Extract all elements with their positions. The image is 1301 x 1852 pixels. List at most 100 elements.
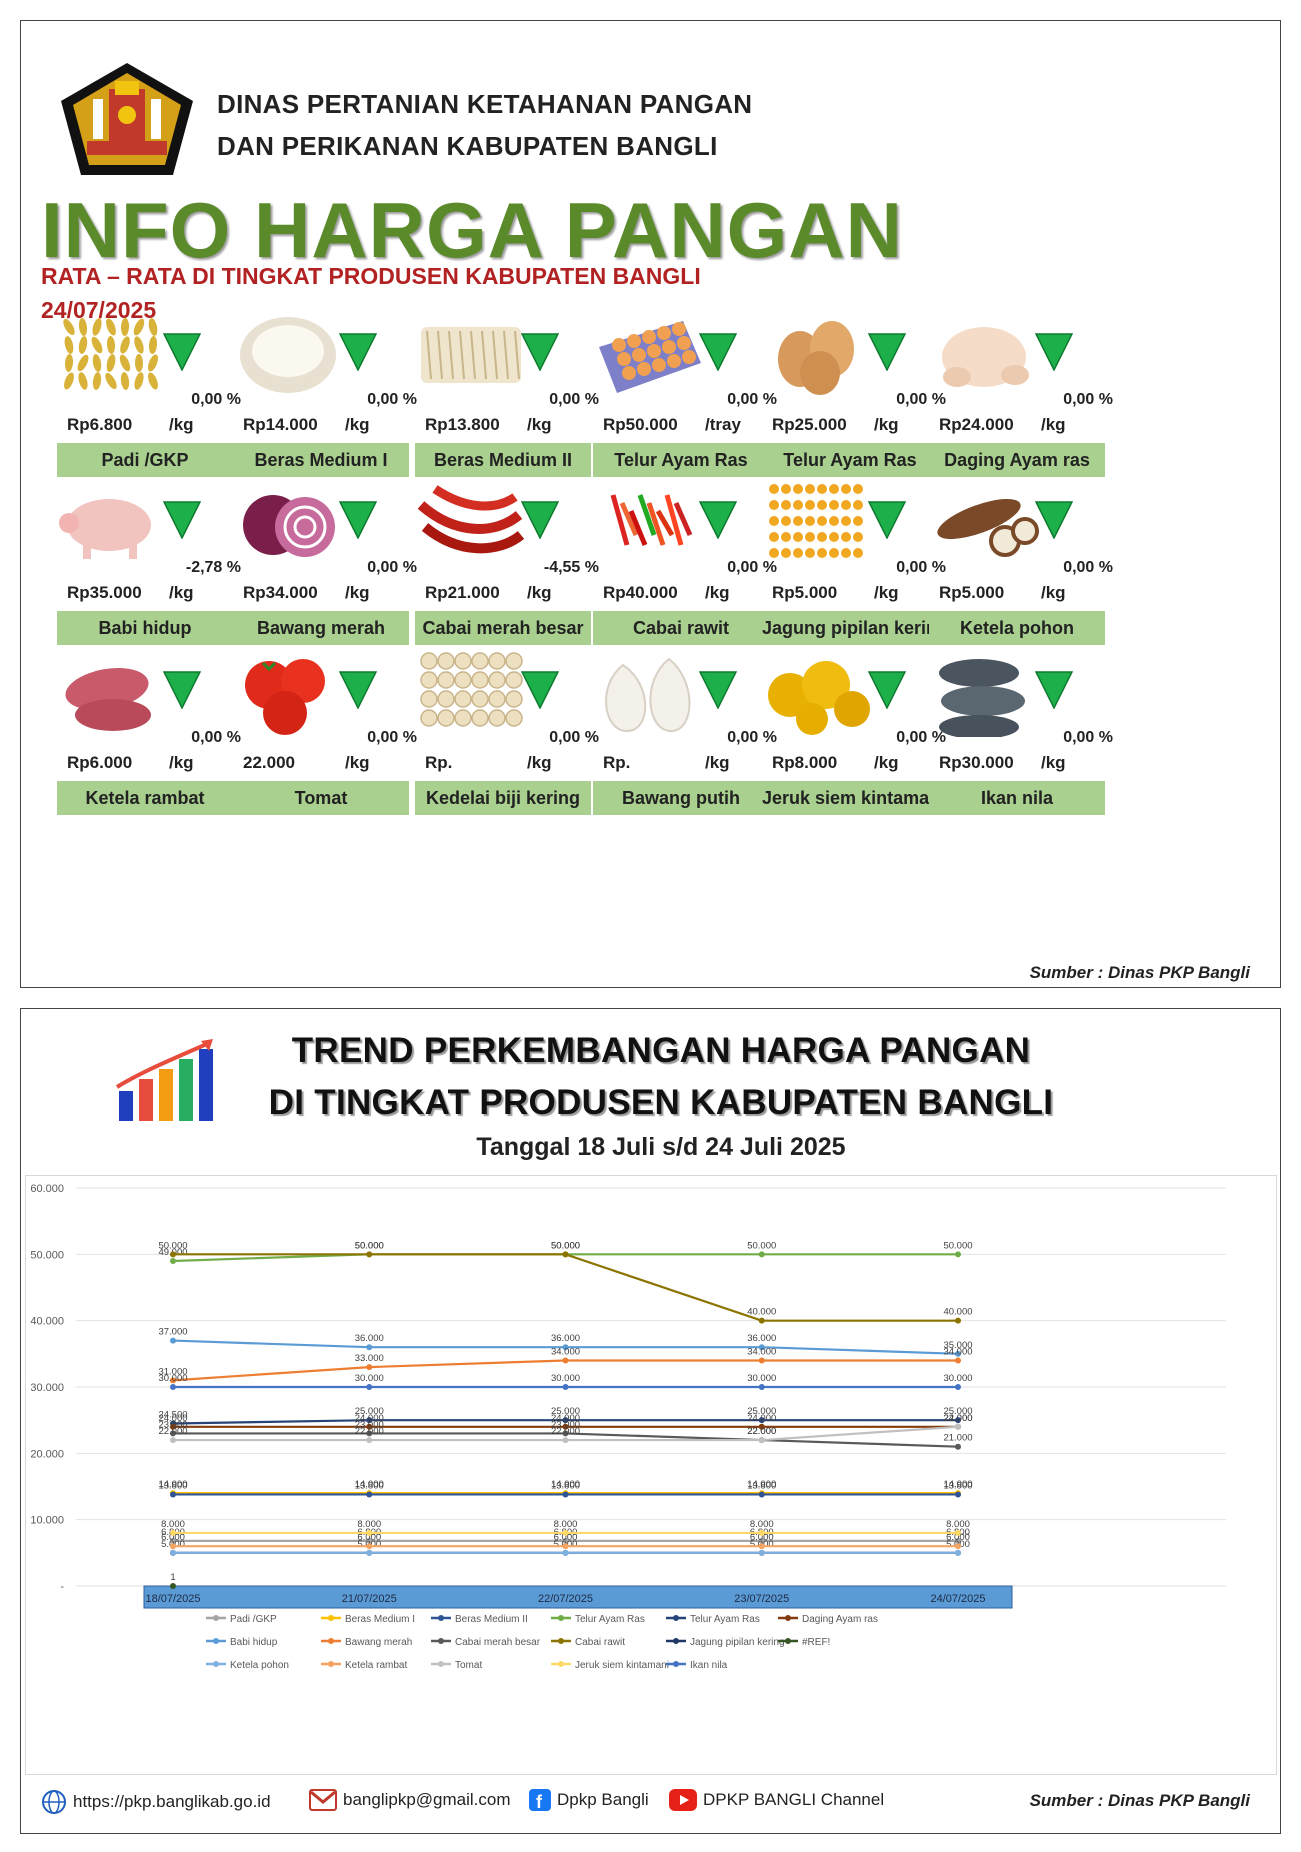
x-tick-label: 21/07/2025 bbox=[342, 1593, 397, 1605]
data-label: 22.000 bbox=[355, 1426, 384, 1437]
commodity-name: Babi hidup bbox=[57, 611, 233, 645]
commodity-name: Jagung pipilan kering bbox=[762, 611, 938, 645]
gmail-icon bbox=[309, 1789, 337, 1811]
legend-entry: Ketela rambat bbox=[345, 1660, 407, 1671]
commodity-card: 0,00 % Rp5.000/kg Jagung pipilan kering bbox=[762, 475, 958, 675]
data-label: 13.800 bbox=[355, 1480, 384, 1491]
footer-website[interactable]: https://pkp.banglikab.go.id bbox=[41, 1789, 271, 1815]
commodity-unit: /kg bbox=[527, 583, 552, 602]
legend-entry: Jagung pipilan kering bbox=[690, 1637, 785, 1648]
commodity-name: Ikan nila bbox=[929, 781, 1105, 815]
commodity-unit: /kg bbox=[169, 583, 194, 602]
commodity-card: 0,00 % Rp6.800/kg Padi /GKP bbox=[57, 307, 253, 507]
youtube-channel[interactable]: DPKP BANGLI Channel bbox=[703, 1790, 885, 1809]
commodity-unit: /kg bbox=[345, 753, 370, 772]
egg-icon bbox=[778, 321, 854, 395]
commodity-price: Rp14.000 bbox=[243, 415, 318, 434]
data-label: 50.000 bbox=[551, 1240, 580, 1251]
price-change-percent: 0,00 % bbox=[191, 729, 241, 746]
commodity-unit: /kg bbox=[1041, 415, 1066, 434]
data-label: 24.000 bbox=[551, 1413, 580, 1424]
data-point bbox=[170, 1491, 176, 1498]
legend-entry: Beras Medium I bbox=[345, 1614, 415, 1625]
data-label: 8.000 bbox=[161, 1519, 185, 1530]
info-panel: DINAS PERTANIAN KETAHANAN PANGAN DAN PER… bbox=[20, 20, 1281, 988]
footer-facebook[interactable]: f Dpkp Bangli bbox=[529, 1789, 649, 1811]
data-point bbox=[955, 1549, 961, 1556]
legend-entry: Daging Ayam ras bbox=[802, 1614, 878, 1625]
data-label: 1 bbox=[170, 1572, 175, 1583]
commodity-name: Daging Ayam ras bbox=[929, 443, 1105, 477]
commodity-price: Rp34.000 bbox=[243, 583, 318, 602]
data-point bbox=[562, 1549, 569, 1556]
data-point bbox=[955, 1529, 961, 1536]
y-tick-label: 50.000 bbox=[30, 1249, 64, 1261]
y-tick-label: - bbox=[60, 1581, 64, 1593]
data-label: 25.000 bbox=[551, 1406, 580, 1417]
rice-sack-icon bbox=[421, 327, 521, 383]
data-label: 40.000 bbox=[943, 1307, 972, 1318]
commodity-card: 0,00 % Rp8.000/kg Jeruk siem kintamani bbox=[762, 645, 958, 845]
footer-youtube[interactable]: DPKP BANGLI Channel bbox=[669, 1789, 884, 1811]
data-label: 24.500 bbox=[158, 1409, 187, 1420]
orange-icon bbox=[768, 661, 870, 735]
data-label: 24.000 bbox=[943, 1413, 972, 1424]
price-down-triangle-icon bbox=[339, 333, 377, 371]
data-label: 30.000 bbox=[747, 1373, 776, 1384]
commodity-price: Rp8.000 bbox=[772, 753, 838, 772]
globe-icon bbox=[42, 1790, 66, 1814]
tomato-icon bbox=[245, 659, 325, 735]
website-url[interactable]: https://pkp.banglikab.go.id bbox=[73, 1792, 271, 1811]
legend-entry: Bawang merah bbox=[345, 1637, 412, 1648]
data-point bbox=[955, 1350, 961, 1357]
data-point bbox=[170, 1430, 176, 1437]
data-label: 14.000 bbox=[747, 1479, 776, 1490]
price-change-percent: 0,00 % bbox=[367, 559, 417, 576]
y-tick-label: 20.000 bbox=[30, 1448, 64, 1460]
price-change-percent: 0,00 % bbox=[727, 391, 777, 408]
data-label: 31.000 bbox=[158, 1366, 187, 1377]
price-change-percent: 0,00 % bbox=[1063, 559, 1113, 576]
data-label: 34.000 bbox=[943, 1346, 972, 1357]
data-point bbox=[758, 1344, 765, 1351]
data-label: 14.000 bbox=[551, 1479, 580, 1490]
data-label: 22.000 bbox=[747, 1426, 776, 1437]
data-label: 8.000 bbox=[946, 1519, 970, 1530]
price-change-percent: 0,00 % bbox=[896, 391, 946, 408]
legend-marker bbox=[673, 1615, 679, 1621]
data-label: 13.800 bbox=[158, 1480, 187, 1491]
data-label: 14.000 bbox=[943, 1479, 972, 1490]
data-point bbox=[170, 1543, 176, 1550]
legend-entry: Telur Ayam Ras bbox=[690, 1614, 760, 1625]
commodity-unit: /kg bbox=[705, 583, 730, 602]
commodity-unit: /kg bbox=[345, 415, 370, 434]
data-point bbox=[170, 1537, 176, 1544]
data-point bbox=[562, 1543, 569, 1550]
data-label: 22.000 bbox=[551, 1426, 580, 1437]
price-change-percent: -4,55 % bbox=[543, 559, 599, 576]
price-change-percent: 0,00 % bbox=[727, 729, 777, 746]
data-label: 13.800 bbox=[551, 1480, 580, 1491]
data-point bbox=[366, 1251, 373, 1258]
data-point bbox=[955, 1417, 961, 1424]
data-point bbox=[170, 1337, 176, 1344]
facebook-name[interactable]: Dpkp Bangli bbox=[557, 1790, 649, 1809]
legend-entry: Tomat bbox=[455, 1660, 482, 1671]
commodity-card: 0,00 % Rp40.000/kg Cabai rawit bbox=[593, 475, 789, 675]
commodity-price: Rp. bbox=[425, 753, 453, 772]
email-address[interactable]: banglipkp@gmail.com bbox=[343, 1790, 511, 1809]
bar-chart-trend-icon bbox=[115, 1039, 213, 1121]
price-down-triangle-icon bbox=[521, 671, 559, 709]
price-change-percent: 0,00 % bbox=[367, 729, 417, 746]
commodity-name: Padi /GKP bbox=[57, 443, 233, 477]
trend-panel: TREND PERKEMBANGAN HARGA PANGAN DI TINGK… bbox=[20, 1008, 1281, 1834]
price-down-triangle-icon bbox=[1035, 333, 1073, 371]
commodity-name: Ketela rambat bbox=[57, 781, 233, 815]
data-label: 22.000 bbox=[943, 1413, 972, 1424]
price-down-triangle-icon bbox=[163, 333, 201, 371]
price-down-triangle-icon bbox=[868, 501, 906, 539]
data-point bbox=[366, 1417, 373, 1424]
commodity-unit: /kg bbox=[527, 415, 552, 434]
footer-email[interactable]: banglipkp@gmail.com bbox=[309, 1789, 511, 1811]
commodity-name: Beras Medium I bbox=[233, 443, 409, 477]
